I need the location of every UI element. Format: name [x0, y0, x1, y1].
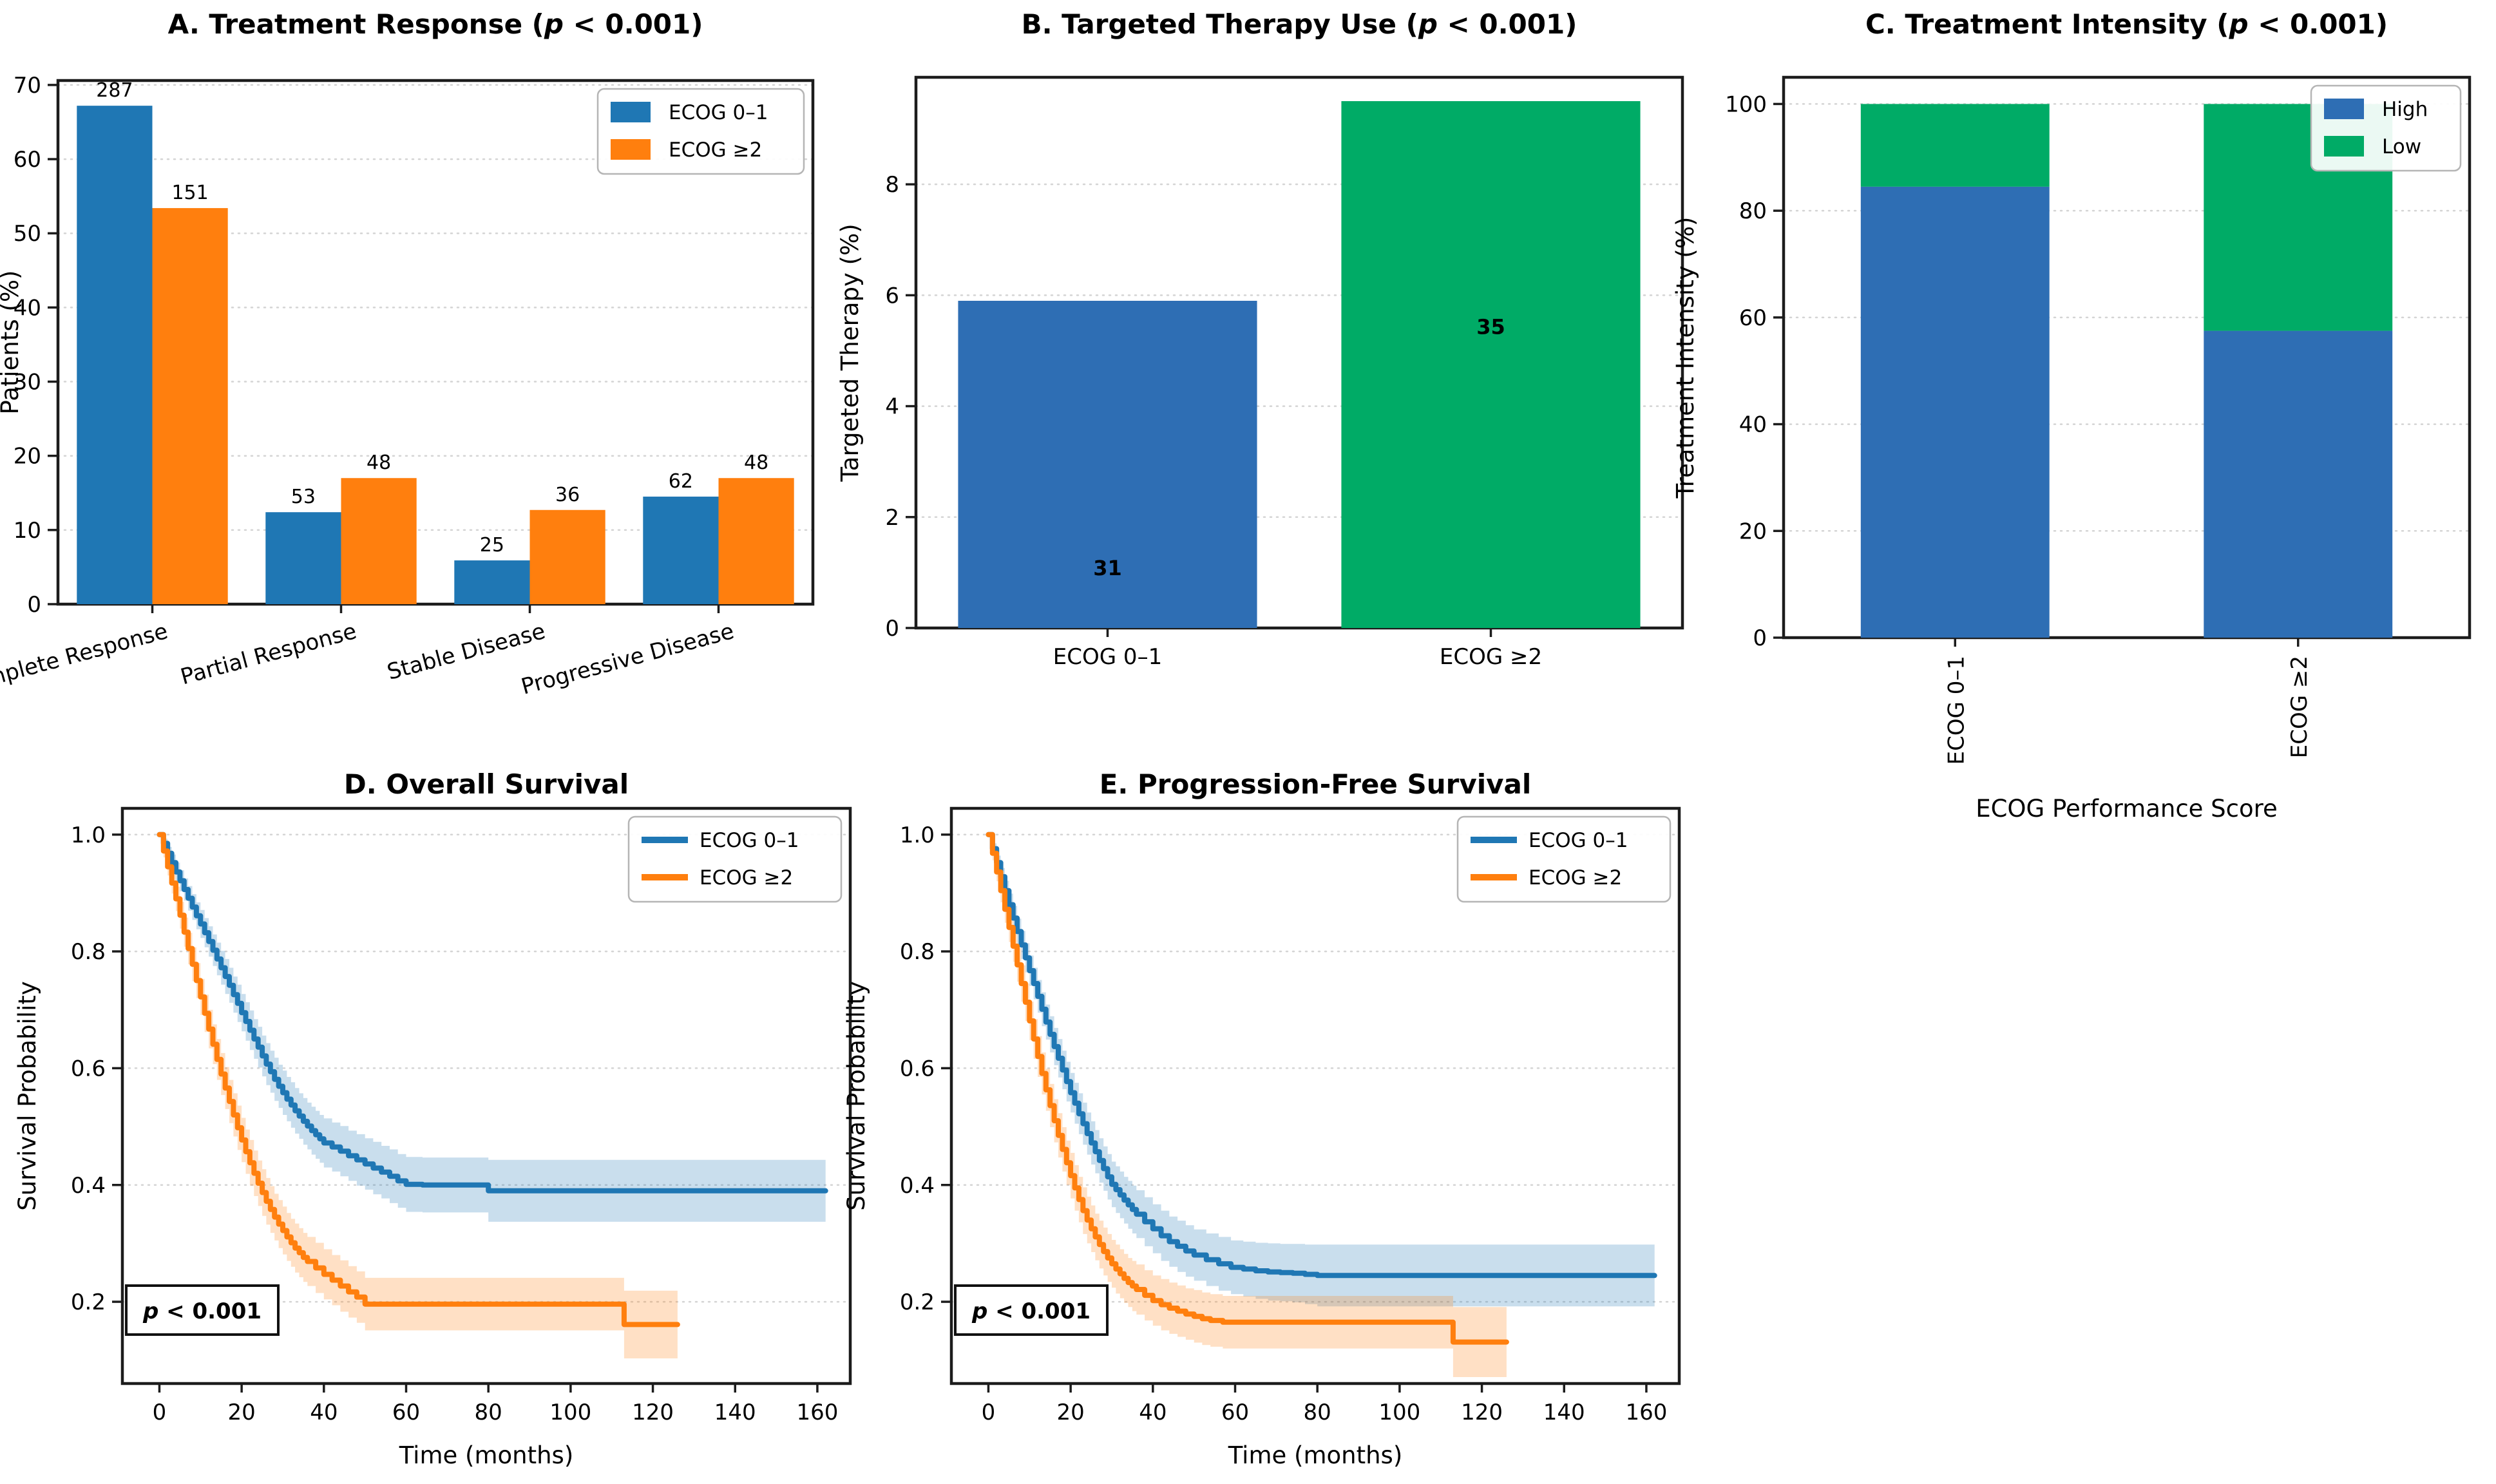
svg-text:ECOG Performance Score: ECOG Performance Score [1976, 795, 2278, 823]
svg-text:0: 0 [27, 592, 41, 618]
svg-text:6: 6 [885, 283, 899, 309]
svg-text:48: 48 [744, 452, 768, 474]
svg-text:Time (months): Time (months) [1228, 1441, 1403, 1469]
svg-text:E. Progression-Free Survival: E. Progression-Free Survival [1100, 768, 1532, 800]
svg-text:80: 80 [1739, 198, 1767, 224]
svg-text:ECOG ≥2: ECOG ≥2 [1440, 644, 1542, 670]
svg-text:60: 60 [1739, 305, 1767, 331]
panel-overall-survival: 0.2 0.4 0.6 0.8 1.0 D. Overall Survival Surviv… [0, 742, 915, 1484]
svg-text:Treatment Intensity (%): Treatment Intensity (%) [1672, 217, 1699, 499]
panel-treatment-response: 0 10 20 30 40 50 60 70 A. Treatment Response (p … [0, 0, 895, 745]
svg-text:60: 60 [14, 147, 41, 173]
svg-text:2: 2 [885, 505, 899, 531]
svg-text:0.2: 0.2 [71, 1289, 106, 1315]
svg-text:ECOG ≥2: ECOG ≥2 [700, 866, 793, 889]
svg-text:140: 140 [1543, 1400, 1585, 1425]
svg-text:Targeted Therapy (%): Targeted Therapy (%) [836, 224, 864, 482]
chart-e: 0.2 0.4 0.6 0.8 1.0 E. Progression-Free Survi… [843, 768, 1681, 1469]
svg-text:0.6: 0.6 [71, 1056, 106, 1081]
svg-text:ECOG 0–1: ECOG 0–1 [1529, 829, 1628, 852]
svg-text:40: 40 [1139, 1400, 1167, 1425]
svg-text:20: 20 [228, 1400, 256, 1425]
svg-text:160: 160 [1625, 1400, 1667, 1425]
svg-text:80: 80 [1304, 1400, 1331, 1425]
chart-a: 0 10 20 30 40 50 60 70 A. Treatment Response (p … [0, 8, 815, 700]
svg-text:0: 0 [885, 616, 899, 642]
svg-text:100: 100 [1725, 91, 1767, 117]
svg-text:ECOG 0–1: ECOG 0–1 [1053, 644, 1162, 670]
svg-text:70: 70 [14, 73, 41, 99]
svg-text:ECOG ≥2: ECOG ≥2 [669, 138, 762, 162]
svg-text:20: 20 [14, 444, 41, 470]
svg-text:Progressive Disease: Progressive Disease [519, 618, 737, 700]
svg-text:0: 0 [1753, 625, 1767, 651]
svg-text:60: 60 [1221, 1400, 1249, 1425]
svg-text:0: 0 [153, 1400, 167, 1425]
svg-text:Partial Response: Partial Response [178, 618, 359, 690]
svg-text:ECOG ≥2: ECOG ≥2 [1529, 866, 1622, 889]
svg-text:C. Treatment Intensity (p < 0.: C. Treatment Intensity (p < 0.001) [1865, 8, 2388, 40]
svg-text:62: 62 [669, 470, 693, 493]
svg-text:ECOG ≥2: ECOG ≥2 [2287, 656, 2312, 758]
svg-text:287: 287 [96, 79, 133, 102]
svg-text:36: 36 [555, 484, 580, 506]
svg-text:Time (months): Time (months) [399, 1441, 574, 1469]
svg-text:Complete Response: Complete Response [0, 618, 171, 699]
svg-text:0: 0 [982, 1400, 996, 1425]
svg-text:120: 120 [632, 1400, 674, 1425]
svg-text:0.6: 0.6 [900, 1056, 935, 1081]
svg-text:ECOG 0–1: ECOG 0–1 [1943, 656, 1969, 765]
svg-text:p < 0.001: p < 0.001 [142, 1298, 262, 1324]
panel-progression-free-survival: 0.2 0.4 0.6 0.8 1.0 E. Progression-Free Survi… [832, 742, 1747, 1484]
svg-text:100: 100 [1378, 1400, 1420, 1425]
svg-text:53: 53 [291, 486, 316, 508]
svg-text:p < 0.001: p < 0.001 [971, 1298, 1091, 1324]
svg-text:48: 48 [367, 452, 391, 474]
svg-text:0.4: 0.4 [71, 1173, 106, 1199]
svg-text:40: 40 [1739, 412, 1767, 438]
svg-text:1.0: 1.0 [900, 823, 935, 848]
svg-text:80: 80 [475, 1400, 502, 1425]
svg-text:50: 50 [14, 221, 41, 247]
svg-text:4: 4 [885, 394, 899, 420]
panel-treatment-intensity: 0 20 40 60 80 100 C. Treatment Intensity (p < … [1664, 0, 2496, 859]
svg-text:High: High [2382, 98, 2428, 121]
svg-text:ECOG 0–1: ECOG 0–1 [669, 101, 768, 124]
svg-text:1.0: 1.0 [71, 823, 106, 848]
svg-text:100: 100 [549, 1400, 591, 1425]
svg-text:140: 140 [714, 1400, 756, 1425]
chart-d: 0.2 0.4 0.6 0.8 1.0 D. Overall Survival Surviv… [14, 768, 852, 1469]
svg-text:30: 30 [14, 370, 41, 395]
svg-text:0.8: 0.8 [900, 939, 935, 965]
chart-b: 0 2 4 6 8 B. Targeted Therapy Use (p < 0.001)… [836, 8, 1684, 670]
svg-text:60: 60 [392, 1400, 420, 1425]
svg-text:151: 151 [171, 182, 208, 204]
svg-text:0.4: 0.4 [900, 1173, 935, 1199]
svg-text:Low: Low [2382, 135, 2421, 158]
svg-text:B. Targeted Therapy Use (p < 0: B. Targeted Therapy Use (p < 0.001) [1022, 8, 1577, 40]
svg-text:31: 31 [1093, 556, 1122, 580]
svg-text:A. Treatment Response (p < 0.0: A. Treatment Response (p < 0.001) [168, 8, 703, 40]
svg-text:0.2: 0.2 [900, 1289, 935, 1315]
svg-text:25: 25 [480, 534, 504, 556]
panel-targeted-therapy: 0 2 4 6 8 B. Targeted Therapy Use (p < 0.001)… [832, 0, 1728, 745]
svg-text:120: 120 [1461, 1400, 1503, 1425]
svg-text:40: 40 [14, 295, 41, 321]
svg-text:35: 35 [1476, 315, 1505, 339]
svg-text:20: 20 [1739, 518, 1767, 544]
svg-text:160: 160 [796, 1400, 838, 1425]
svg-text:Survival Probability: Survival Probability [843, 981, 870, 1211]
svg-text:0.8: 0.8 [71, 939, 106, 965]
svg-text:Survival Probability: Survival Probability [14, 981, 41, 1211]
chart-c: 0 20 40 60 80 100 C. Treatment Intensity (p < … [1672, 8, 2472, 823]
svg-text:40: 40 [310, 1400, 338, 1425]
svg-text:Patients (%): Patients (%) [0, 271, 24, 415]
svg-text:ECOG 0–1: ECOG 0–1 [700, 829, 799, 852]
svg-text:20: 20 [1057, 1400, 1085, 1425]
svg-text:D. Overall Survival: D. Overall Survival [344, 768, 629, 800]
svg-text:10: 10 [14, 518, 41, 544]
svg-text:8: 8 [885, 172, 899, 198]
